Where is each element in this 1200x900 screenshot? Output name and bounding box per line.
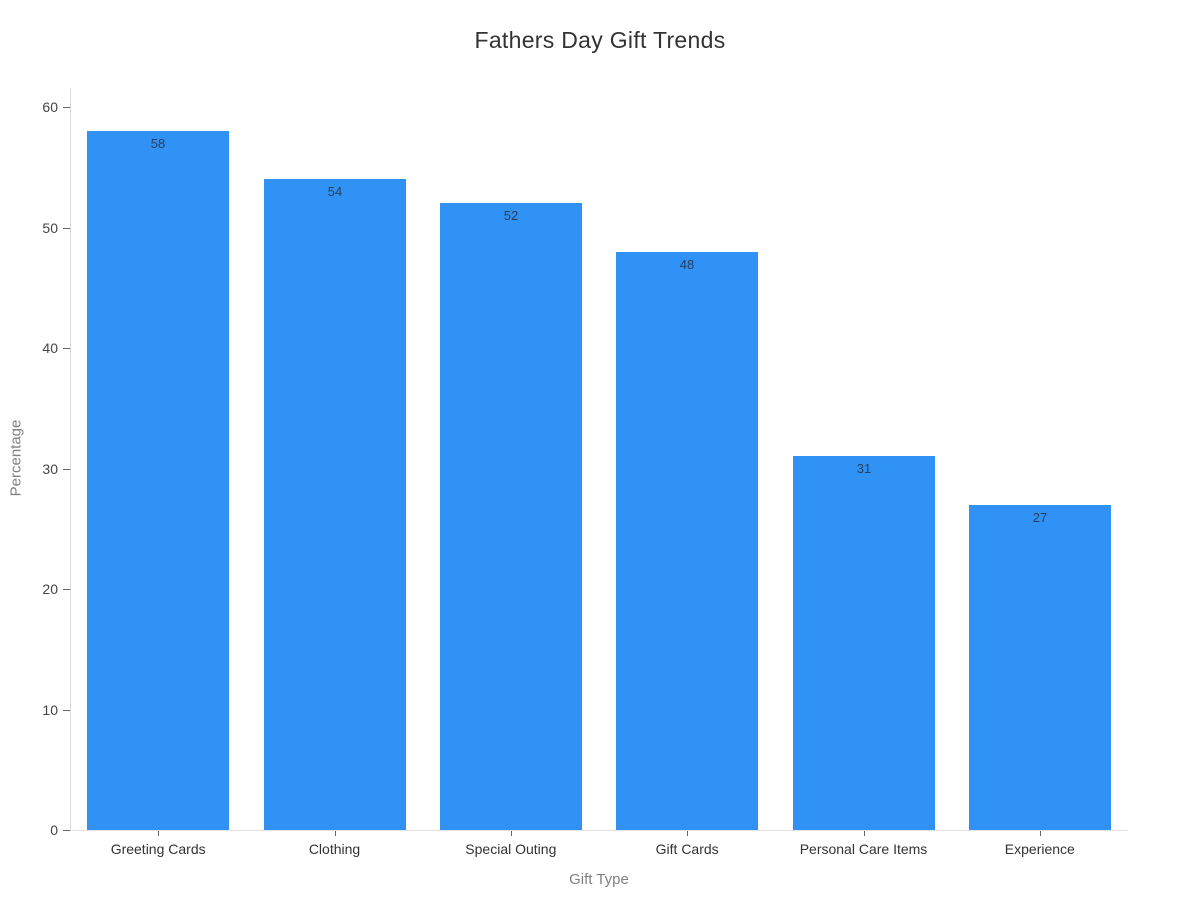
x-axis-tick-mark [335, 831, 336, 836]
x-axis-title: Gift Type [569, 871, 629, 888]
x-axis-tick-mark [864, 831, 865, 836]
x-axis-category-label: Special Outing [465, 841, 557, 857]
bar-value-label: 31 [856, 461, 872, 476]
bar-value-label: 48 [679, 257, 695, 272]
bar-personal-care-items: 31 [793, 456, 935, 830]
y-axis-tick-mark [63, 830, 70, 831]
x-axis-category-label: Greeting Cards [110, 841, 206, 857]
x-axis-tick-mark [158, 831, 159, 836]
x-axis-line [70, 830, 1128, 831]
bar-value-label: 54 [327, 184, 343, 199]
y-axis-tick-mark [63, 468, 70, 470]
y-axis-tick-label: 10 [42, 701, 58, 718]
x-axis-category-label: Gift Cards [655, 841, 719, 857]
bar-special-outing: 52 [440, 203, 582, 830]
y-axis-tick-mark [63, 589, 70, 590]
x-axis-tick-mark [687, 831, 688, 836]
y-axis-tick-mark [63, 107, 70, 108]
y-axis-tick-mark [63, 227, 70, 229]
bar-value-label: 58 [150, 136, 166, 151]
x-axis-category-label: Clothing [308, 841, 361, 857]
y-axis-tick-label: 0 [50, 822, 58, 838]
bar-greeting-cards: 58 [87, 131, 229, 830]
bar-clothing: 54 [264, 179, 406, 830]
y-axis-tick-label: 20 [42, 581, 58, 597]
y-axis-tick-label: 50 [42, 219, 58, 236]
y-axis-title: Percentage [7, 419, 25, 497]
x-axis-tick-mark [1040, 831, 1041, 836]
bar-experience: 27 [969, 505, 1111, 830]
y-axis-tick-mark [63, 709, 70, 711]
chart-title: Fathers Day Gift Trends [474, 27, 726, 53]
bar-gift-cards: 48 [616, 252, 758, 830]
y-axis-tick-label: 40 [42, 340, 58, 356]
x-axis-tick-mark [511, 831, 512, 836]
y-axis-line [70, 88, 71, 830]
x-axis-category-label: Experience [1004, 841, 1075, 857]
y-axis-tick-mark [63, 348, 70, 349]
x-axis-category-label: Personal Care Items [799, 841, 928, 857]
bar-value-label: 52 [503, 208, 519, 223]
bar-value-label: 27 [1032, 510, 1048, 525]
y-axis-tick-label: 60 [42, 99, 58, 115]
y-axis-tick-label: 30 [42, 460, 58, 477]
